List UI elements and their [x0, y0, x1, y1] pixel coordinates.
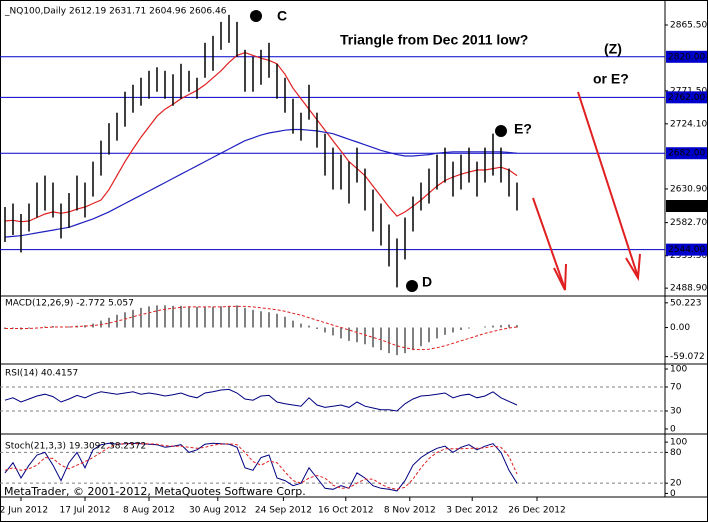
- level-label-box: [666, 50, 707, 63]
- level-label: 2544.00: [668, 245, 705, 255]
- indicator-line: [4, 443, 518, 490]
- plots: 2865.502771.502724.102630.902582.702535.…: [0, 14, 707, 516]
- y-tick-label: 2535.30: [670, 251, 707, 261]
- level-label-box: [666, 147, 707, 160]
- x-tick-label: 8 Aug 2012: [123, 506, 175, 516]
- y-tick-label: 100: [670, 365, 687, 375]
- y-tick-label: 100: [670, 438, 687, 448]
- price-title: _NQ100,Daily 2612.19 2631.71 2604.96 260…: [4, 7, 227, 17]
- y-tick-label: 0: [670, 489, 676, 499]
- x-tick-label: 24 Sep 2012: [255, 506, 312, 516]
- x-tick-label: 8 Nov 2012: [384, 506, 436, 516]
- last-price-label: 2606.46: [668, 202, 705, 212]
- moving-average: [4, 128, 518, 238]
- wave-label: C: [277, 8, 287, 24]
- wave-dot: [495, 125, 507, 137]
- y-tick-label: 30: [670, 407, 682, 417]
- x-tick-label: 26 Dec 2012: [508, 506, 566, 516]
- level-label-box: [666, 91, 707, 104]
- last-price-box: [666, 200, 707, 213]
- level-label: 2682.00: [668, 149, 705, 159]
- indicator-line: [4, 388, 518, 412]
- y-tick-label: 2724.10: [670, 119, 707, 129]
- wave-dot: [406, 280, 418, 292]
- y-tick-label: 0.00: [670, 323, 690, 333]
- y-tick-label: 2488.90: [670, 284, 707, 294]
- macd-title: MACD(12,26,9) -2.772 5.057: [5, 299, 134, 309]
- wave-label: D: [422, 274, 432, 290]
- y-tick-label: 20: [670, 479, 682, 489]
- y-tick-label: 2865.50: [670, 21, 707, 31]
- y-tick-label: 70: [670, 383, 682, 393]
- x-tick-label: 22 Jun 2012: [0, 506, 48, 516]
- x-tick-label: 17 Jul 2012: [60, 506, 111, 516]
- level-label: 2762.00: [668, 93, 705, 103]
- y-tick-label: 2630.90: [670, 184, 707, 194]
- indicator-line: [4, 442, 518, 492]
- annotation: Triangle from Dec 2011 low?: [340, 32, 528, 48]
- wave-label: (Z): [604, 41, 622, 57]
- x-tick-label: 3 Dec 2012: [446, 506, 498, 516]
- arrow: [532, 91, 641, 291]
- copyright: MetaTrader, © 2001-2012, MetaQuotes Soft…: [4, 485, 306, 498]
- level-label: 2820.00: [668, 52, 705, 62]
- x-tick-label: 16 Oct 2012: [318, 506, 374, 516]
- stoch-title: Stoch(21,3,3) 19.3092 38.2372: [5, 442, 146, 452]
- rsi-title: RSI(14) 40.4157: [5, 369, 78, 379]
- wave-label: E?: [514, 121, 532, 137]
- y-tick-label: 2582.70: [670, 218, 707, 228]
- y-tick-label: 50.223: [670, 298, 702, 308]
- x-tick-label: 30 Aug 2012: [189, 506, 247, 516]
- annotation: or E?: [593, 71, 629, 87]
- wave-dot: [250, 10, 262, 22]
- y-tick-label: 0: [670, 425, 676, 435]
- y-tick-label: -59.072: [670, 352, 705, 362]
- y-tick-label: 80: [670, 448, 682, 458]
- macd-signal: [5, 305, 518, 351]
- level-label-box: [666, 243, 707, 256]
